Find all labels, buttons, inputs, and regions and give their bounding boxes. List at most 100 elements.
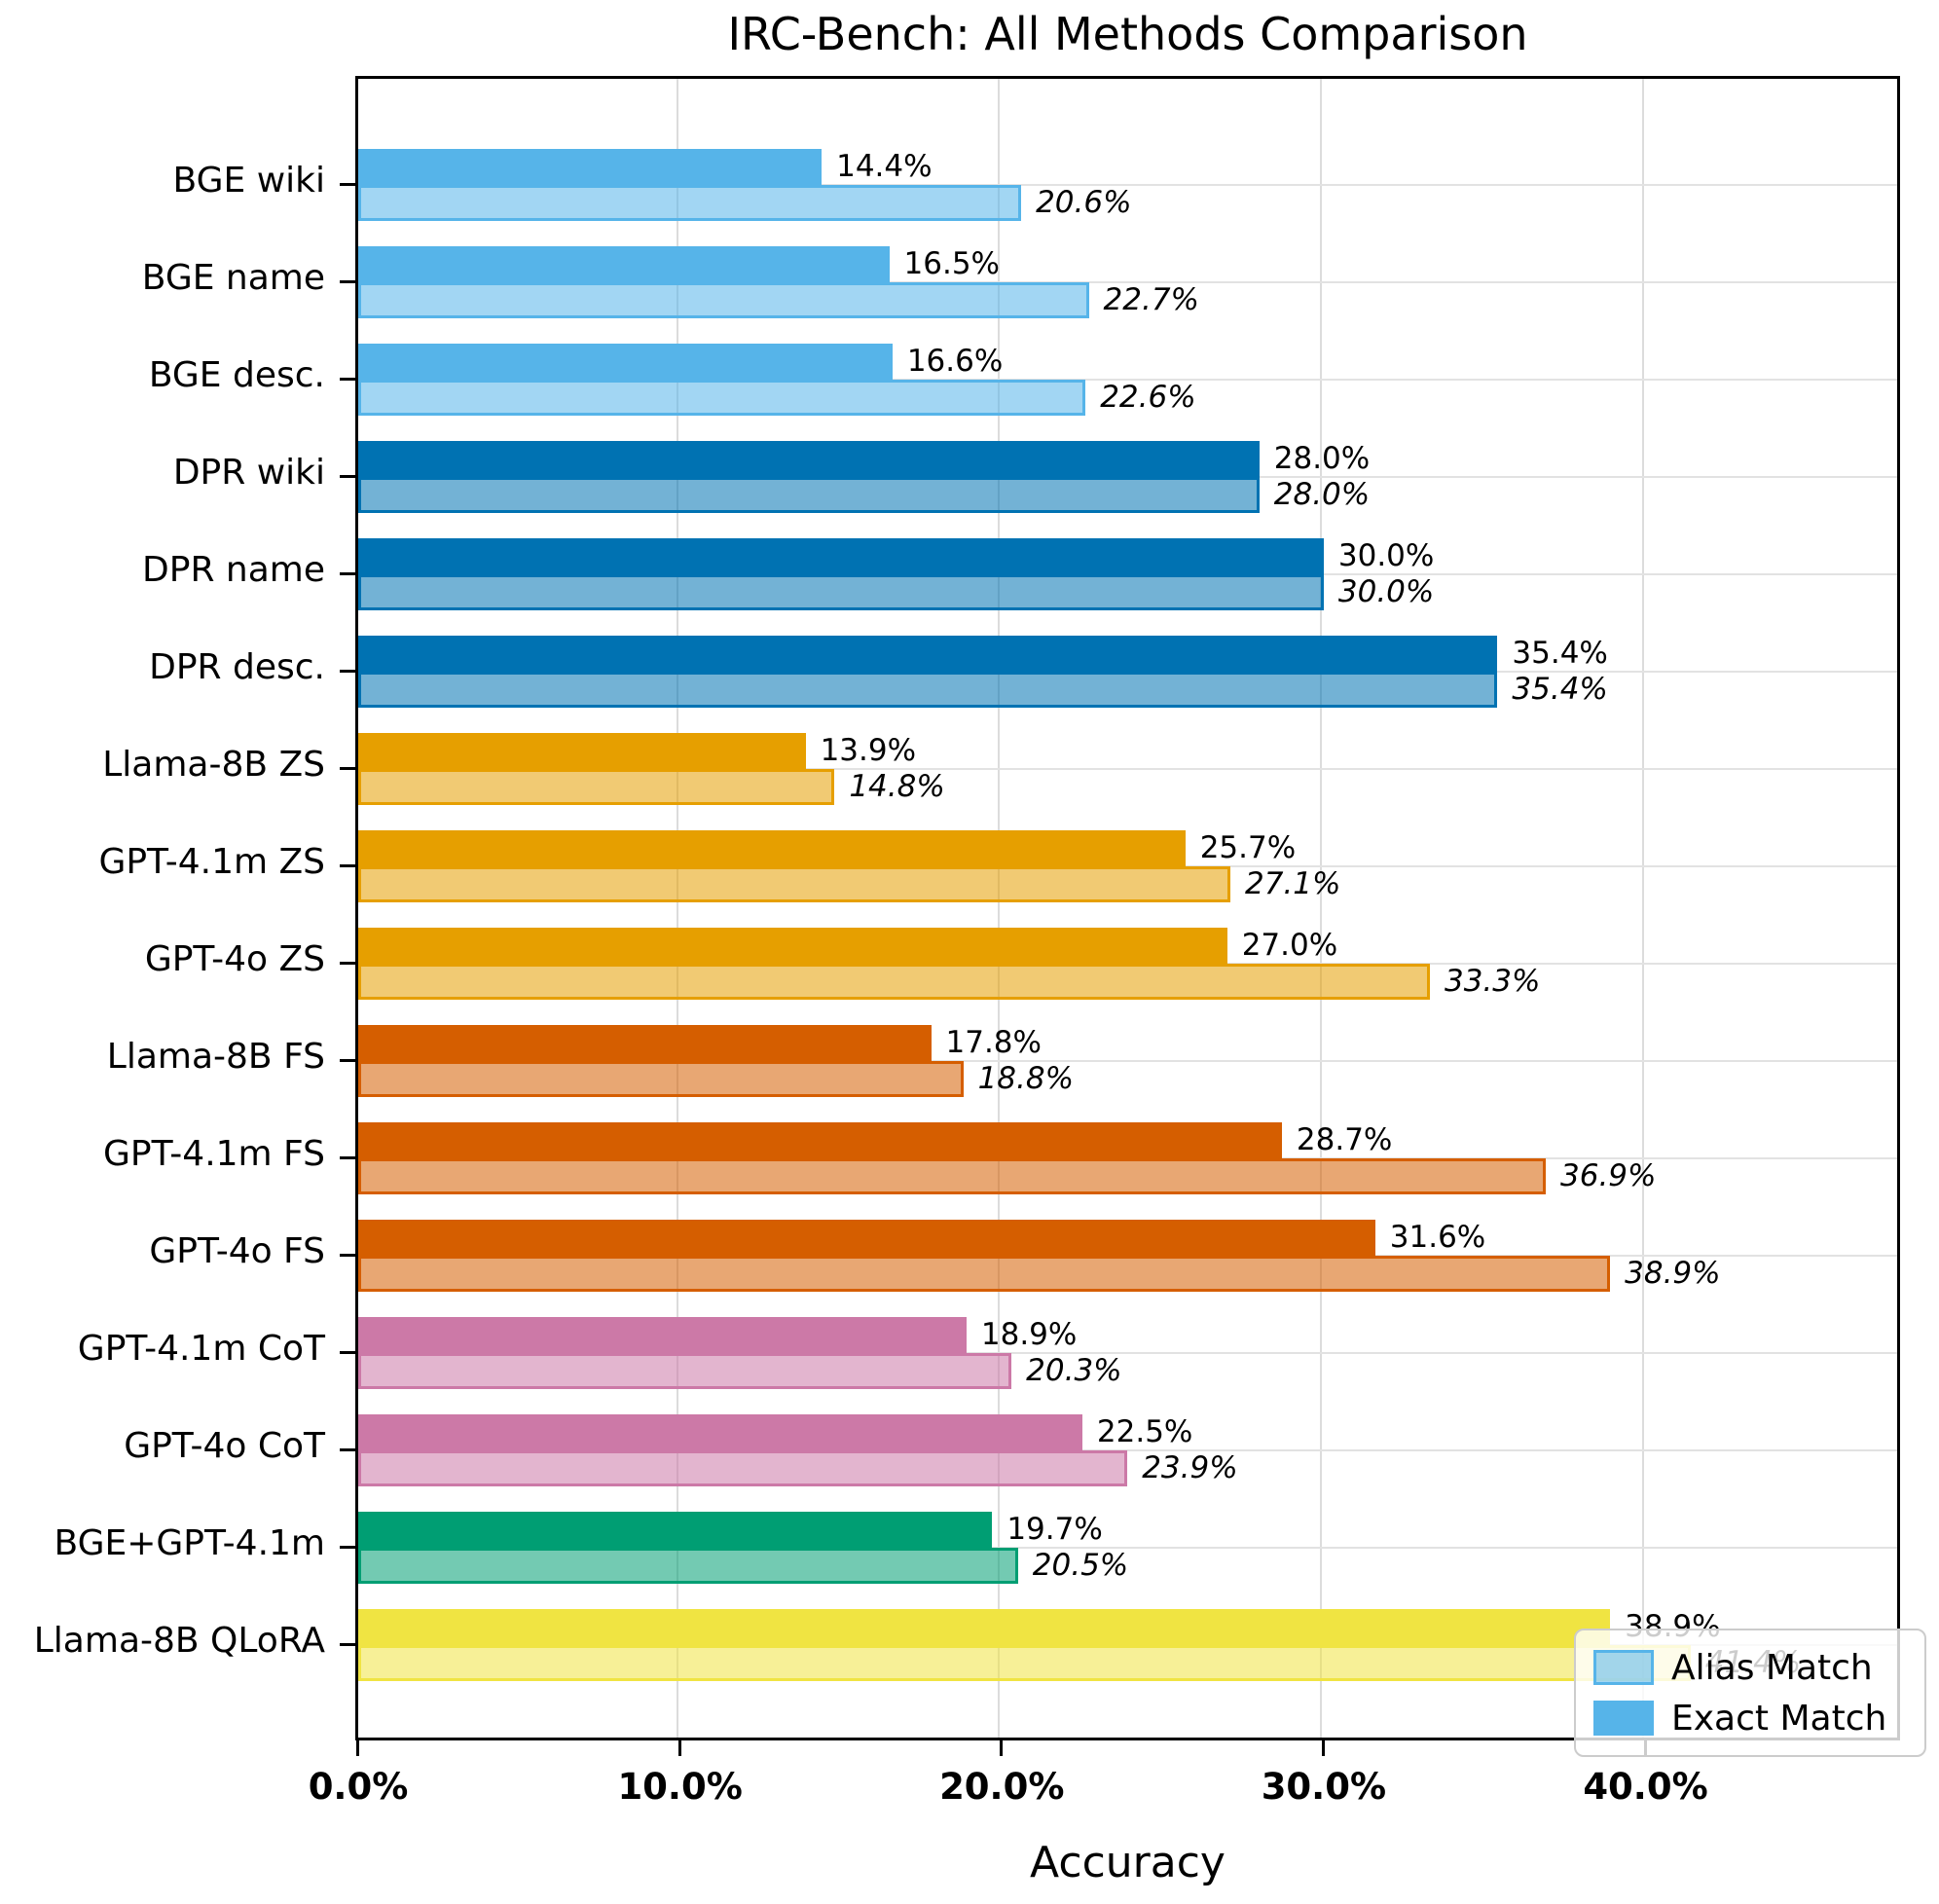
y-tick-mark [340, 962, 355, 965]
x-tick-label: 10.0% [617, 1766, 743, 1808]
category-label: DPR name [142, 550, 325, 590]
bar-exact-match [358, 1317, 967, 1353]
bar-value-label-exact: 25.7% [1199, 830, 1297, 865]
legend-exact-label: Exact Match [1671, 1698, 1887, 1739]
bar-value-label-alias: 14.8% [849, 769, 945, 804]
bar-value-label-exact: 18.9% [980, 1317, 1078, 1352]
bar-alias-match [358, 1645, 1691, 1681]
bar-alias-match [358, 1450, 1128, 1486]
category-label: BGE desc. [148, 355, 325, 395]
category-label: GPT-4.1m ZS [98, 842, 325, 882]
bar-value-label-alias: 33.3% [1444, 964, 1541, 999]
gridline-horizontal [358, 1449, 1897, 1451]
bar-value-label-exact: 31.6% [1389, 1220, 1486, 1255]
gridline-horizontal [358, 1352, 1897, 1354]
y-tick-mark [340, 572, 355, 575]
bar-alias-match [358, 1158, 1546, 1194]
bar-value-label-exact: 14.4% [836, 149, 933, 184]
bar-value-label-exact: 13.9% [820, 733, 917, 768]
bar-exact-match [358, 1512, 993, 1548]
bar-value-label-exact: 28.0% [1273, 441, 1371, 476]
gridline-horizontal [358, 184, 1897, 186]
bar-value-label-alias: 20.3% [1026, 1353, 1122, 1388]
bar-value-label-alias: 28.0% [1273, 477, 1371, 512]
bar-alias-match [358, 1061, 964, 1097]
y-tick-mark [340, 864, 355, 867]
y-tick-mark [340, 767, 355, 770]
category-label: Llama-8B QLoRA [33, 1621, 325, 1661]
bar-exact-match [358, 441, 1260, 477]
bar-alias-match [358, 672, 1498, 708]
bar-exact-match [358, 928, 1227, 964]
category-label: GPT-4o ZS [144, 939, 325, 979]
bar-value-label-exact: 16.5% [903, 246, 1001, 281]
bar-exact-match [358, 830, 1186, 866]
y-tick-mark [340, 670, 355, 673]
y-tick-mark [340, 1546, 355, 1549]
bar-value-label-exact: 19.7% [1006, 1512, 1103, 1547]
y-tick-mark [340, 1059, 355, 1062]
bar-exact-match [358, 1414, 1082, 1450]
x-tick-mark [677, 1740, 681, 1756]
gridline-horizontal [358, 1060, 1897, 1062]
gridline-horizontal [358, 1547, 1897, 1549]
bar-value-label-alias: 35.4% [1512, 672, 1608, 707]
x-tick-label: 0.0% [308, 1766, 409, 1808]
category-label: Llama-8B ZS [102, 745, 325, 785]
y-tick-mark [340, 1351, 355, 1354]
bar-value-label-alias: 38.9% [1625, 1256, 1721, 1291]
bar-value-label-exact: 22.5% [1096, 1414, 1193, 1449]
x-tick-label: 40.0% [1583, 1766, 1708, 1808]
plot-area: Alias Match Exact Match 14.4% 20.6% 16.5% 2… [355, 76, 1926, 1757]
bar-alias-match [358, 866, 1230, 902]
category-label: DPR wiki [172, 453, 325, 493]
bar-exact-match [358, 1025, 932, 1061]
bar-value-label-alias: 27.1% [1244, 866, 1341, 901]
bar-value-label-exact: 28.7% [1296, 1122, 1393, 1157]
gridline-vertical [676, 79, 678, 1738]
bar-value-label-alias: 23.9% [1142, 1450, 1238, 1485]
x-tick-mark [1321, 1740, 1325, 1756]
gridline-vertical [1319, 79, 1322, 1738]
category-label: GPT-4o FS [149, 1231, 325, 1271]
category-label: BGE wiki [172, 161, 325, 201]
x-axis-title: Accuracy [1030, 1838, 1226, 1887]
y-tick-mark [340, 475, 355, 478]
x-tick-label: 20.0% [939, 1766, 1065, 1808]
bar-value-label-exact: 17.8% [945, 1025, 1042, 1060]
y-tick-mark [340, 183, 355, 186]
bar-alias-match [358, 964, 1430, 1000]
bar-value-label-alias: 20.6% [1036, 185, 1132, 220]
bar-exact-match [358, 246, 890, 282]
bar-exact-match [358, 733, 806, 769]
exact-match-swatch [1593, 1701, 1654, 1736]
bar-value-label-alias: 22.7% [1103, 282, 1199, 317]
category-label: GPT-4o CoT [124, 1426, 325, 1466]
bar-exact-match [358, 344, 893, 380]
y-tick-mark [340, 378, 355, 381]
gridline-horizontal [358, 768, 1897, 770]
gridline-horizontal [358, 281, 1897, 283]
bar-value-label-alias: 36.9% [1560, 1158, 1657, 1193]
bar-value-label-exact: 16.6% [906, 344, 1004, 379]
bar-alias-match [358, 574, 1324, 610]
y-tick-mark [340, 1254, 355, 1257]
bar-value-label-alias: 22.6% [1100, 380, 1196, 415]
bar-value-label-exact: 30.0% [1337, 538, 1435, 573]
category-label: GPT-4.1m CoT [77, 1329, 325, 1369]
chart-title: IRC-Bench: All Methods Comparison [727, 8, 1528, 60]
bar-alias-match [358, 380, 1086, 416]
bar-alias-match [358, 1256, 1611, 1292]
y-tick-mark [340, 1156, 355, 1159]
bar-exact-match [358, 538, 1324, 574]
bar-exact-match [358, 1122, 1282, 1158]
legend: Alias Match Exact Match [1574, 1629, 1926, 1757]
bar-value-label-exact: 35.4% [1512, 636, 1608, 671]
bar-value-label-alias: 20.5% [1032, 1548, 1129, 1583]
bar-alias-match [358, 1548, 1018, 1584]
bar-value-label-alias: 30.0% [1337, 574, 1435, 609]
bar-exact-match [358, 1609, 1611, 1645]
bar-alias-match [358, 769, 835, 805]
x-tick-mark [356, 1740, 359, 1756]
